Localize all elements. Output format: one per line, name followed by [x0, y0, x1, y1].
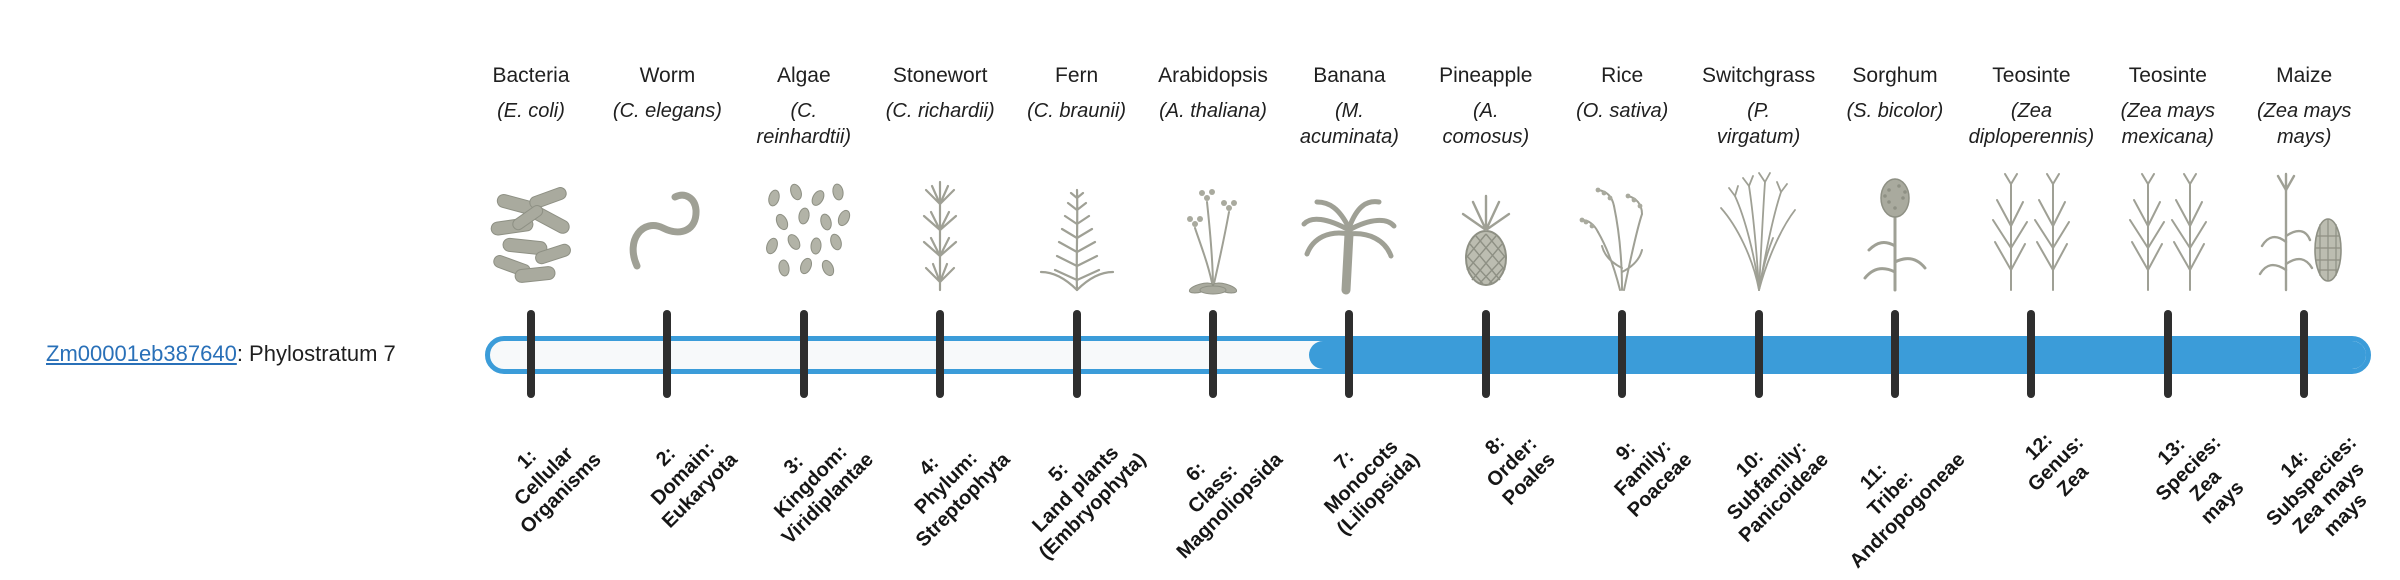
organism-scientific-name: (C. reinhardtii) [756, 100, 852, 148]
organism-scientific-name: (O. sativa) [1576, 100, 1669, 122]
organism-name: Teosinte [1992, 64, 2071, 87]
bacteria-icon [481, 163, 581, 303]
stratum-label-11: 11: Tribe: Andropogoneae [1845, 448, 1970, 573]
organism-column-1: Bacteria (E. coli) 1: Cellular Organisms [456, 0, 606, 580]
organism-scientific-name: (P. virgatum) [1716, 100, 1801, 148]
gene-phylostratum-text: : Phylostratum 7 [236, 341, 396, 366]
stratum-label-13: 13: Species: Zea mays [2151, 431, 2248, 529]
organism-name: Maize [2276, 64, 2333, 87]
arabidopsis-icon [1163, 163, 1263, 303]
organism-column-12: Teosinte (Zea diploperennis) 12: Genus: Ze… [1956, 0, 2106, 580]
stratum-label-2: 2: Domain: Eukaryota [646, 437, 742, 533]
organism-column-10: Switchgrass (P. virgatum) 10: Subfamily: P… [1684, 0, 1834, 580]
organism-column-2: Worm (C. elegans) 2: Domain: Eukaryota [592, 0, 742, 580]
banana-icon [1299, 163, 1399, 303]
organism-name: Rice [1601, 64, 1644, 87]
stratum-label-14: 14: Subspecies: Zea mays mays [2262, 431, 2372, 541]
stratum-label-8: 8: Order: Poales [1481, 431, 1561, 510]
organism-column-5: Fern (C. braunii) 5: Land plants (Embryoph… [1002, 0, 1152, 580]
fern-icon [1027, 163, 1127, 303]
organism-scientific-name: (C. braunii) [1027, 100, 1127, 122]
organism-name: Pineapple [1439, 64, 1533, 87]
organism-column-13: Teosinte (Zea mays mexicana) 13: Species: … [2093, 0, 2248, 580]
stratum-label-9: 9: Family: Poaceae [1610, 435, 1697, 522]
gene-label: Zm00001eb387640: Phylostratum 7 [46, 341, 396, 367]
organism-scientific-name: (Zea mays mexicana) [2120, 100, 2216, 148]
organism-name: Algae [776, 64, 831, 87]
stratum-label-12: 12: Genus: Zea [2021, 428, 2094, 501]
phylostratum-bar-track [485, 336, 2371, 374]
organism-column-3: Algae (C. reinhardtii) 3: Kingdom: Viridip… [729, 0, 879, 580]
stratum-label-5: 5: Land plants (Embryophyta) [1028, 441, 1151, 564]
organism-name: Fern [1055, 64, 1099, 87]
stratum-label-3: 3: Kingdom: Viridiplantae [770, 441, 879, 549]
organism-name: Arabidopsis [1158, 64, 1268, 87]
organism-scientific-name: (C. richardii) [885, 100, 995, 122]
sorghum-icon [1845, 163, 1945, 303]
organism-scientific-name: (S. bicolor) [1846, 100, 1944, 122]
phylostratum-bar-fill [1309, 341, 2366, 369]
organism-scientific-name: (A. thaliana) [1159, 100, 1267, 122]
organism-scientific-name: (Zea mays mays) [2256, 100, 2352, 148]
stonewort-icon [890, 163, 990, 303]
organism-name: Worm [639, 64, 696, 87]
organism-column-7: Banana (M. acuminata) 7: Monocots (Liliops… [1274, 0, 1424, 580]
organism-column-9: Rice (O. sativa) 9: Family: Poaceae [1547, 0, 1697, 580]
maize-icon [2254, 163, 2354, 303]
organism-scientific-name: (Zea diploperennis) [1968, 100, 2095, 148]
organism-column-14: Maize (Zea mays mays) 14: Subspecies: Zea … [2229, 0, 2379, 580]
organism-column-11: Sorghum (S. bicolor) 11: Tribe: Andropogon… [1820, 0, 1970, 580]
gene-id-link[interactable]: Zm00001eb387640 [46, 341, 237, 366]
pineapple-icon [1436, 163, 1536, 303]
organism-scientific-name: (E. coli) [497, 100, 565, 122]
organism-name: Bacteria [492, 64, 570, 87]
organism-column-4: Stonewort (C. richardii) 4: Phylum: Strept… [865, 0, 1015, 580]
rice-icon [1572, 163, 1672, 303]
stratum-label-1: 1: Cellular Organisms [509, 442, 606, 539]
organism-name: Switchgrass [1701, 64, 1816, 87]
organism-column-6: Arabidopsis (A. thaliana) 6: Class: Magnol… [1138, 0, 1288, 580]
organism-name: Banana [1313, 64, 1386, 87]
stratum-label-7: 7: Monocots (Liliopsida) [1319, 436, 1424, 540]
switchgrass-icon [1709, 163, 1809, 303]
organism-name: Stonewort [892, 64, 988, 87]
stratum-label-10: 10: Subfamily: Panicoideae [1722, 436, 1833, 547]
organism-scientific-name: (M. acuminata) [1299, 100, 1399, 148]
organism-column-8: Pineapple (A. comosus) 8: Order: Poales [1411, 0, 1561, 580]
algae-icon [754, 163, 854, 303]
organism-scientific-name: (C. elegans) [612, 100, 722, 122]
organism-name: Sorghum [1852, 64, 1938, 87]
stratum-label-4: 4: Phylum: Streptophyta [910, 447, 1015, 552]
teosinte-icon [1981, 163, 2081, 303]
organism-scientific-name: (A. comosus) [1442, 100, 1530, 148]
stratum-label-6: 6: Class: Magnoliopsida [1172, 448, 1288, 564]
teosinte-icon [2118, 163, 2218, 303]
organism-name: Teosinte [2128, 64, 2207, 87]
worm-icon [617, 163, 717, 303]
